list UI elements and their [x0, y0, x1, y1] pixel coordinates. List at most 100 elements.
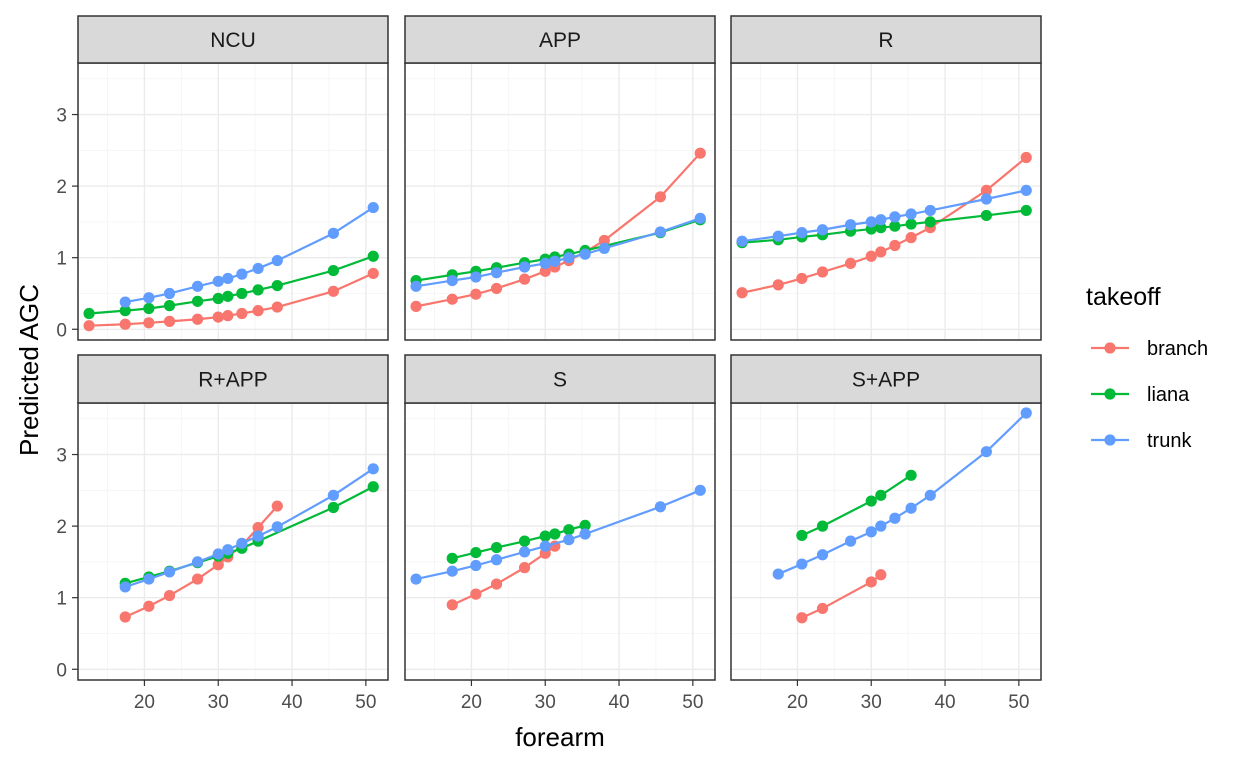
data-point: [816, 266, 829, 278]
panel-background: [78, 403, 388, 680]
data-point: [875, 520, 887, 532]
data-point: [143, 600, 155, 612]
data-point: [119, 611, 131, 623]
data-point: [163, 589, 176, 602]
data-point: [446, 552, 458, 564]
data-point: [816, 224, 829, 236]
data-point: [163, 566, 176, 578]
data-point: [816, 549, 829, 561]
data-point: [490, 267, 503, 279]
facet-strip-label: NCU: [210, 29, 256, 52]
data-point: [271, 280, 283, 292]
data-point: [446, 293, 458, 305]
panel-r-app: R+APP 0 1 2 3 20 30 40 50: [56, 354, 389, 713]
panel-ncu: NCU 0 1 2 3: [56, 15, 389, 341]
x-tick-label: 30: [208, 692, 229, 713]
data-point: [212, 275, 224, 287]
x-tick-label: 50: [682, 692, 703, 713]
data-point: [598, 242, 610, 254]
legend-key-branch: branch: [1091, 338, 1208, 360]
facet-strip: [77, 15, 389, 64]
data-point: [796, 558, 808, 570]
data-point: [549, 255, 561, 267]
series-trunk: [119, 463, 379, 593]
data-point: [236, 537, 248, 549]
y-tick-label: 2: [56, 177, 67, 198]
data-point: [875, 489, 887, 501]
data-point: [980, 446, 992, 458]
data-point: [579, 528, 591, 540]
data-point: [271, 254, 283, 267]
y-tick-label: 3: [56, 106, 67, 127]
data-point: [271, 500, 283, 512]
data-point: [212, 311, 224, 323]
data-point: [865, 495, 877, 507]
legend-label: liana: [1147, 384, 1190, 406]
data-point: [736, 235, 748, 247]
data-point: [222, 272, 234, 285]
data-point: [410, 300, 422, 312]
data-point: [796, 529, 808, 542]
data-point: [410, 280, 422, 292]
data-point: [252, 530, 264, 542]
y-tick-label: 1: [56, 589, 67, 610]
x-tick-label: 50: [355, 692, 376, 713]
data-point: [563, 534, 575, 546]
data-point: [905, 208, 917, 220]
data-point: [222, 544, 234, 556]
series-liana: [446, 519, 591, 564]
x-tick-label: 30: [535, 692, 556, 713]
legend-key-point: [1104, 342, 1116, 354]
data-point: [212, 292, 224, 305]
facet-strip-label: S: [553, 369, 567, 392]
data-point: [119, 318, 131, 330]
data-point: [889, 512, 901, 524]
data-point: [924, 204, 936, 217]
data-point: [119, 305, 131, 317]
data-point: [236, 307, 248, 320]
legend: takeoff branch liana trunk: [1086, 283, 1208, 452]
data-point: [367, 463, 379, 475]
data-point: [980, 193, 992, 205]
facet-strip: [404, 15, 716, 64]
data-point: [252, 521, 264, 534]
data-point: [539, 540, 551, 552]
data-point: [252, 305, 264, 317]
data-point: [470, 559, 482, 572]
data-point: [119, 581, 131, 593]
data-point: [236, 287, 248, 300]
data-point: [772, 568, 784, 580]
data-point: [236, 268, 248, 280]
data-point: [796, 272, 808, 285]
data-point: [875, 214, 887, 226]
data-point: [539, 530, 551, 542]
x-tick-label: 30: [861, 692, 882, 713]
data-point: [518, 261, 531, 273]
axis-titles: forearm Predicted AGC: [14, 284, 605, 752]
series-branch: [83, 267, 379, 332]
data-point: [579, 248, 591, 260]
x-tick-label: 40: [281, 692, 302, 713]
data-point: [143, 317, 155, 329]
legend-key-liana: liana: [1091, 384, 1190, 406]
x-tick-label: 20: [134, 692, 155, 713]
data-point: [924, 216, 936, 228]
data-point: [271, 301, 283, 313]
facet-strip: [730, 15, 1042, 64]
data-point: [163, 287, 176, 300]
series-liana: [83, 250, 379, 320]
data-point: [163, 315, 176, 327]
data-point: [816, 520, 829, 532]
data-point: [796, 227, 808, 239]
data-point: [327, 489, 339, 501]
data-point: [490, 282, 503, 295]
data-point: [490, 541, 503, 554]
series-line: [801, 573, 882, 619]
series-trunk: [410, 212, 706, 292]
facet-strip-label: R+APP: [198, 369, 267, 392]
data-point: [924, 489, 936, 501]
series-branch: [796, 569, 887, 624]
series-trunk: [736, 184, 1032, 247]
x-axis-title: forearm: [515, 722, 605, 752]
